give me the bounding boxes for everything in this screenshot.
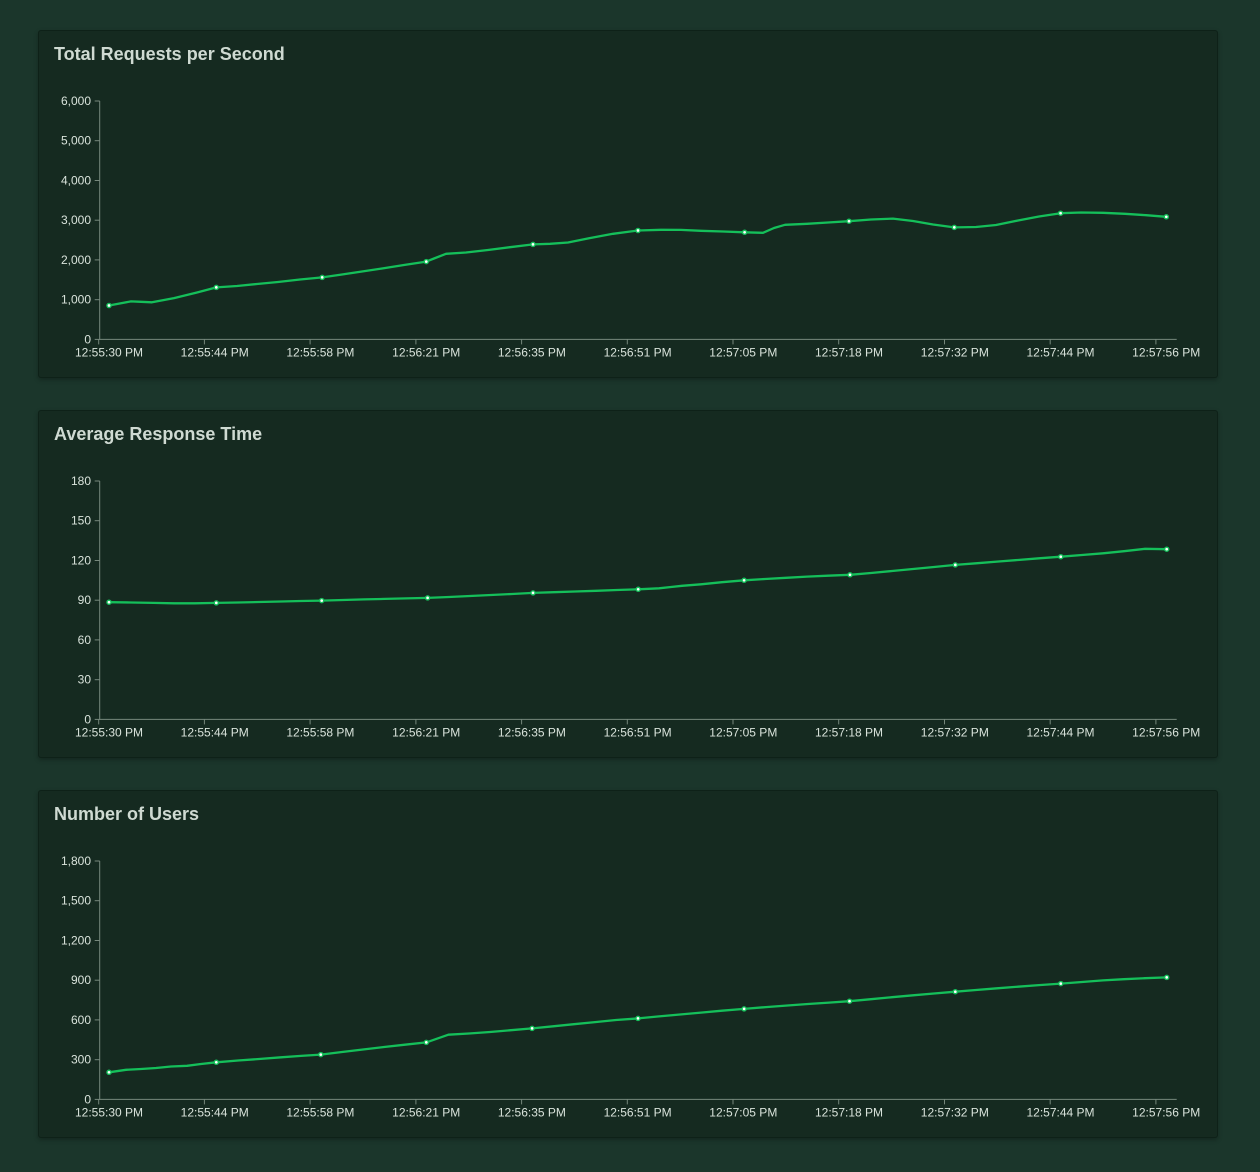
svg-text:12:57:56 PM: 12:57:56 PM bbox=[1132, 1105, 1200, 1119]
svg-text:0: 0 bbox=[84, 712, 91, 726]
svg-text:12:57:56 PM: 12:57:56 PM bbox=[1132, 725, 1200, 739]
svg-text:12:57:18 PM: 12:57:18 PM bbox=[815, 725, 883, 739]
svg-text:1,800: 1,800 bbox=[61, 854, 91, 868]
svg-text:12:57:44 PM: 12:57:44 PM bbox=[1026, 725, 1094, 739]
svg-text:12:55:44 PM: 12:55:44 PM bbox=[181, 725, 249, 739]
svg-text:12:56:35 PM: 12:56:35 PM bbox=[498, 1105, 566, 1119]
svg-text:60: 60 bbox=[78, 633, 92, 647]
svg-text:12:57:44 PM: 12:57:44 PM bbox=[1026, 1105, 1094, 1119]
svg-text:0: 0 bbox=[84, 332, 91, 346]
svg-text:300: 300 bbox=[71, 1053, 91, 1067]
svg-text:12:56:35 PM: 12:56:35 PM bbox=[498, 345, 566, 359]
svg-text:12:56:51 PM: 12:56:51 PM bbox=[604, 1105, 672, 1119]
svg-text:4,000: 4,000 bbox=[61, 173, 91, 187]
svg-text:12:57:05 PM: 12:57:05 PM bbox=[709, 345, 777, 359]
svg-text:12:57:32 PM: 12:57:32 PM bbox=[921, 345, 989, 359]
svg-text:12:57:44 PM: 12:57:44 PM bbox=[1026, 345, 1094, 359]
svg-text:12:57:18 PM: 12:57:18 PM bbox=[815, 1105, 883, 1119]
svg-text:1,200: 1,200 bbox=[61, 933, 91, 947]
svg-text:600: 600 bbox=[71, 1013, 91, 1027]
svg-text:12:55:58 PM: 12:55:58 PM bbox=[286, 1105, 354, 1119]
svg-text:12:55:58 PM: 12:55:58 PM bbox=[286, 345, 354, 359]
svg-text:12:57:05 PM: 12:57:05 PM bbox=[709, 1105, 777, 1119]
svg-text:3,000: 3,000 bbox=[61, 213, 91, 227]
svg-text:12:57:56 PM: 12:57:56 PM bbox=[1132, 345, 1200, 359]
svg-text:12:55:30 PM: 12:55:30 PM bbox=[75, 725, 143, 739]
svg-text:0: 0 bbox=[84, 1092, 91, 1106]
svg-text:1,000: 1,000 bbox=[61, 293, 91, 307]
svg-text:12:57:32 PM: 12:57:32 PM bbox=[921, 725, 989, 739]
svg-text:12:56:51 PM: 12:56:51 PM bbox=[604, 345, 672, 359]
svg-text:1,500: 1,500 bbox=[61, 894, 91, 908]
svg-text:12:56:35 PM: 12:56:35 PM bbox=[498, 725, 566, 739]
svg-text:12:55:58 PM: 12:55:58 PM bbox=[286, 725, 354, 739]
svg-text:180: 180 bbox=[71, 474, 91, 488]
svg-text:6,000: 6,000 bbox=[61, 94, 91, 108]
svg-text:12:57:18 PM: 12:57:18 PM bbox=[815, 345, 883, 359]
svg-text:12:56:51 PM: 12:56:51 PM bbox=[604, 725, 672, 739]
svg-text:12:56:21 PM: 12:56:21 PM bbox=[392, 725, 460, 739]
svg-text:2,000: 2,000 bbox=[61, 253, 91, 267]
svg-text:12:55:30 PM: 12:55:30 PM bbox=[75, 1105, 143, 1119]
svg-text:12:55:44 PM: 12:55:44 PM bbox=[181, 345, 249, 359]
svg-text:12:55:44 PM: 12:55:44 PM bbox=[181, 1105, 249, 1119]
svg-text:900: 900 bbox=[71, 973, 91, 987]
svg-text:90: 90 bbox=[78, 593, 92, 607]
svg-text:12:56:21 PM: 12:56:21 PM bbox=[392, 1105, 460, 1119]
svg-text:12:55:30 PM: 12:55:30 PM bbox=[75, 345, 143, 359]
svg-text:12:57:05 PM: 12:57:05 PM bbox=[709, 725, 777, 739]
svg-text:150: 150 bbox=[71, 514, 91, 528]
svg-text:5,000: 5,000 bbox=[61, 134, 91, 148]
svg-text:12:56:21 PM: 12:56:21 PM bbox=[392, 345, 460, 359]
svg-text:30: 30 bbox=[78, 673, 92, 687]
svg-text:120: 120 bbox=[71, 553, 91, 567]
svg-text:12:57:32 PM: 12:57:32 PM bbox=[921, 1105, 989, 1119]
